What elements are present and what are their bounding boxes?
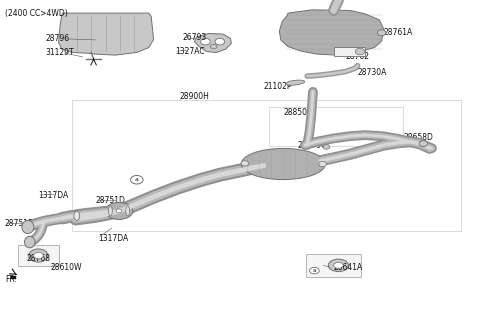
- Bar: [11, 276, 16, 279]
- Text: 28768: 28768: [26, 254, 50, 263]
- Text: 28658D: 28658D: [403, 133, 433, 142]
- Ellipse shape: [22, 220, 34, 234]
- Text: 28762: 28762: [346, 52, 370, 61]
- Text: 1317DA: 1317DA: [98, 234, 129, 243]
- Ellipse shape: [286, 80, 305, 85]
- Ellipse shape: [241, 148, 325, 180]
- Bar: [18, 245, 59, 266]
- Text: a: a: [312, 268, 316, 273]
- Bar: [72, 100, 461, 231]
- Bar: [269, 107, 403, 146]
- Text: 1327AC: 1327AC: [175, 47, 205, 56]
- Text: a: a: [135, 177, 139, 182]
- Text: 28641A: 28641A: [334, 263, 363, 273]
- Text: 28761A: 28761A: [384, 28, 413, 37]
- Text: 28610W: 28610W: [50, 263, 82, 273]
- Circle shape: [310, 267, 319, 274]
- Circle shape: [355, 48, 365, 55]
- Text: 26793: 26793: [182, 32, 207, 42]
- Circle shape: [34, 252, 43, 259]
- Text: 28679C: 28679C: [298, 141, 327, 150]
- Circle shape: [319, 161, 326, 167]
- Circle shape: [419, 141, 428, 147]
- Ellipse shape: [108, 206, 112, 216]
- Bar: [334, 47, 365, 56]
- Text: 28751D: 28751D: [5, 218, 35, 228]
- Circle shape: [29, 249, 48, 262]
- Circle shape: [323, 145, 330, 149]
- Text: FR.: FR.: [5, 275, 17, 284]
- Text: 28730A: 28730A: [358, 68, 387, 77]
- Circle shape: [377, 30, 386, 36]
- Polygon shape: [279, 10, 384, 55]
- Ellipse shape: [334, 262, 343, 268]
- Ellipse shape: [126, 206, 130, 216]
- Ellipse shape: [24, 236, 35, 248]
- Circle shape: [131, 175, 143, 184]
- Text: 1317DA: 1317DA: [38, 191, 69, 200]
- Circle shape: [210, 44, 217, 49]
- Polygon shape: [194, 33, 231, 52]
- Text: 28850D: 28850D: [283, 108, 313, 117]
- Circle shape: [241, 161, 249, 166]
- Text: 28751D: 28751D: [96, 196, 126, 205]
- Text: 31129T: 31129T: [46, 48, 74, 57]
- Circle shape: [215, 38, 225, 45]
- Text: 21102P: 21102P: [263, 82, 291, 92]
- Circle shape: [116, 209, 122, 213]
- Text: 28796: 28796: [46, 34, 70, 43]
- Bar: [306, 254, 361, 277]
- Text: (2400 CC>4WD): (2400 CC>4WD): [5, 9, 68, 18]
- Circle shape: [201, 38, 210, 45]
- Ellipse shape: [105, 202, 133, 219]
- Text: 28900H: 28900H: [180, 92, 210, 101]
- Ellipse shape: [74, 211, 80, 220]
- Ellipse shape: [328, 259, 348, 272]
- Polygon shape: [59, 13, 154, 55]
